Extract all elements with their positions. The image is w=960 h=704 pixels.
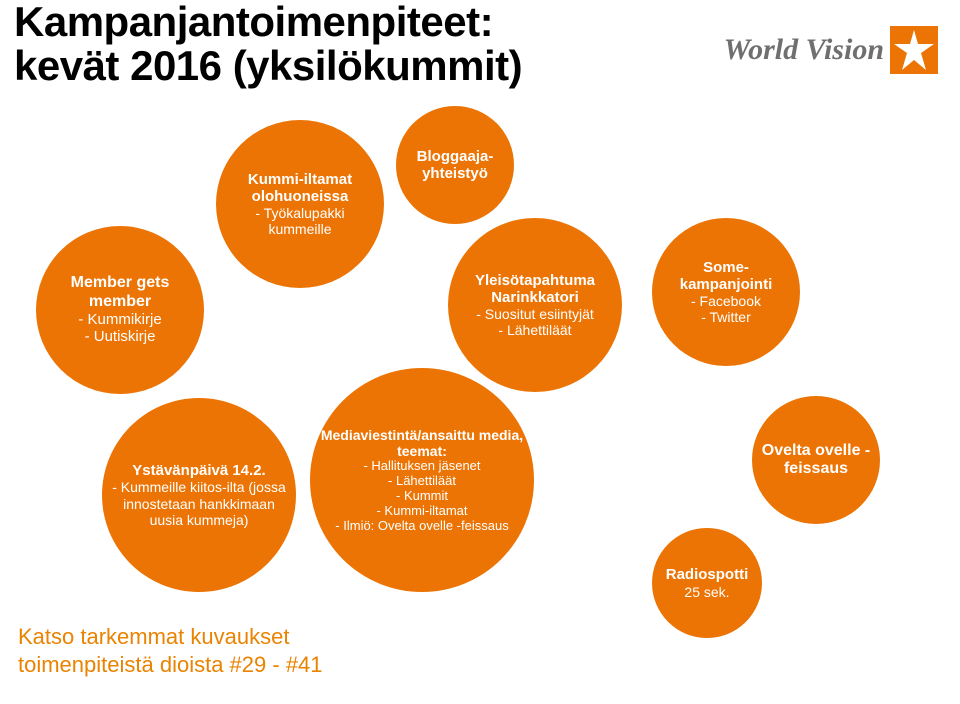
bubble-sub: - Suositut esiintyjät- Lähettiläät bbox=[476, 306, 594, 338]
footnote-line1: Katso tarkemmat kuvaukset bbox=[18, 623, 323, 651]
bubble-heading: Yleisötapahtuma Narinkkatori bbox=[456, 272, 614, 307]
bubble-heading: Mediaviestintä/ansaittu media, teemat: bbox=[318, 427, 526, 459]
bubble-heading: Ovelta ovelle -feissaus bbox=[760, 442, 872, 479]
bubble-sub: - Facebook- Twitter bbox=[691, 293, 761, 325]
bubble-heading: Ystävänpäivä 14.2. bbox=[132, 462, 265, 479]
bubble-radio: Radiospotti25 sek. bbox=[652, 528, 762, 638]
bubble-heading: Bloggaaja-yhteistyö bbox=[404, 148, 506, 183]
logo-text: World Vision bbox=[724, 33, 884, 67]
bubble-heading: Member gets member bbox=[44, 274, 196, 311]
bubble-sub: - Kummeille kiitos-ilta (jossa innosteta… bbox=[110, 479, 288, 527]
bubble-yleiso: Yleisötapahtuma Narinkkatori- Suositut e… bbox=[448, 218, 622, 392]
bubble-heading: Kummi-iltamat olohuoneissa bbox=[224, 171, 376, 206]
title-line2: kevät 2016 (yksilökummit) bbox=[14, 44, 522, 88]
bubble-sub: - Hallituksen jäsenet- Lähettiläät- Kumm… bbox=[335, 459, 508, 534]
bubble-sub: - Kummikirje- Uutiskirje bbox=[78, 311, 161, 346]
world-vision-logo: World Vision bbox=[724, 26, 938, 74]
footnote: Katso tarkemmat kuvaukset toimenpiteistä… bbox=[18, 623, 323, 678]
footnote-line2: toimenpiteistä dioista #29 - #41 bbox=[18, 651, 323, 679]
bubble-media: Mediaviestintä/ansaittu media, teemat:- … bbox=[310, 368, 534, 592]
page-title: Kampanjantoimenpiteet: kevät 2016 (yksil… bbox=[14, 0, 522, 88]
bubble-heading: Some-kampanjointi bbox=[660, 259, 792, 294]
bubble-kummi: Kummi-iltamat olohuoneissa- Työkalupakki… bbox=[216, 120, 384, 288]
bubble-some: Some-kampanjointi- Facebook- Twitter bbox=[652, 218, 800, 366]
bubble-sub: 25 sek. bbox=[684, 584, 729, 600]
title-line1: Kampanjantoimenpiteet: bbox=[14, 0, 522, 44]
bubble-member: Member gets member- Kummikirje- Uutiskir… bbox=[36, 226, 204, 394]
bubble-ovelta: Ovelta ovelle -feissaus bbox=[752, 396, 880, 524]
bubble-ystavan: Ystävänpäivä 14.2.- Kummeille kiitos-ilt… bbox=[102, 398, 296, 592]
bubble-bloggaaja: Bloggaaja-yhteistyö bbox=[396, 106, 514, 224]
star-icon bbox=[890, 26, 938, 74]
bubble-sub: - Työkalupakki kummeille bbox=[224, 205, 376, 237]
bubble-heading: Radiospotti bbox=[666, 566, 749, 583]
